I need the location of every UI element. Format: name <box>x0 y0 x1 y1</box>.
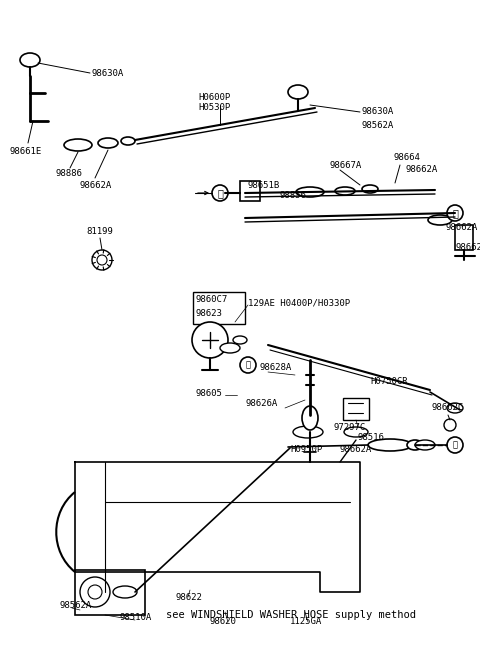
Text: 98623: 98623 <box>195 309 222 317</box>
Text: 81199: 81199 <box>86 227 113 237</box>
Circle shape <box>97 255 107 265</box>
Ellipse shape <box>64 139 92 151</box>
Circle shape <box>80 577 110 607</box>
Bar <box>343 398 369 420</box>
Text: Ⓐ: Ⓐ <box>453 440 457 449</box>
Ellipse shape <box>415 440 435 450</box>
Text: 97297C: 97297C <box>334 422 366 432</box>
Text: 98510A: 98510A <box>120 614 152 622</box>
Bar <box>193 292 245 324</box>
Ellipse shape <box>344 427 368 437</box>
Circle shape <box>240 357 256 373</box>
Ellipse shape <box>20 53 40 67</box>
Ellipse shape <box>296 187 324 197</box>
Ellipse shape <box>293 426 323 438</box>
Ellipse shape <box>447 403 463 413</box>
Text: 98664: 98664 <box>393 154 420 162</box>
Ellipse shape <box>121 137 135 145</box>
Text: Ⓐ: Ⓐ <box>245 361 251 369</box>
Ellipse shape <box>98 138 118 148</box>
Bar <box>240 181 260 201</box>
Ellipse shape <box>233 336 247 344</box>
Text: 98562A: 98562A <box>362 120 394 129</box>
Circle shape <box>88 585 102 599</box>
Circle shape <box>212 185 228 201</box>
Ellipse shape <box>302 406 318 430</box>
Ellipse shape <box>288 85 308 99</box>
Text: 98605: 98605 <box>195 388 222 397</box>
Text: 129AE H0400P/H0330P: 129AE H0400P/H0330P <box>248 298 350 307</box>
Text: 98628A: 98628A <box>260 363 292 371</box>
Circle shape <box>92 250 112 270</box>
Circle shape <box>447 437 463 453</box>
Text: 98630A: 98630A <box>92 68 124 78</box>
Text: 98516: 98516 <box>358 434 385 443</box>
Text: 98667A: 98667A <box>330 160 362 170</box>
Ellipse shape <box>113 586 137 598</box>
Ellipse shape <box>362 185 378 193</box>
Ellipse shape <box>428 215 452 225</box>
Text: 1125GA: 1125GA <box>290 618 322 627</box>
Text: 98886: 98886 <box>56 168 83 177</box>
Circle shape <box>444 419 456 431</box>
Text: 98662A: 98662A <box>80 181 112 189</box>
Ellipse shape <box>368 439 412 451</box>
Text: 98662A: 98662A <box>445 223 477 233</box>
Ellipse shape <box>220 343 240 353</box>
Text: see WINDSHIELD WASHER HOSE supply method: see WINDSHIELD WASHER HOSE supply method <box>166 610 416 620</box>
Text: 98662: 98662 <box>455 244 480 252</box>
Text: 98662C: 98662C <box>432 403 464 411</box>
Text: 98661E: 98661E <box>10 147 42 156</box>
Text: 98626A: 98626A <box>246 399 278 407</box>
Text: H0950P: H0950P <box>290 445 322 455</box>
Text: 98651B: 98651B <box>247 181 279 189</box>
Text: 98662A: 98662A <box>405 166 437 175</box>
Text: 9860C7: 9860C7 <box>195 296 227 304</box>
Circle shape <box>192 322 228 358</box>
Text: 98630A: 98630A <box>362 108 394 116</box>
Ellipse shape <box>407 440 423 450</box>
Text: Ⓑ: Ⓑ <box>217 188 223 198</box>
Text: H0530P: H0530P <box>198 102 230 112</box>
Bar <box>75 570 145 615</box>
Circle shape <box>447 205 463 221</box>
Text: 98662A: 98662A <box>340 445 372 455</box>
Ellipse shape <box>335 187 355 195</box>
Bar <box>455 225 473 250</box>
Text: 98620: 98620 <box>210 618 237 627</box>
Text: H0600P: H0600P <box>198 93 230 101</box>
Text: 98562A: 98562A <box>60 600 92 610</box>
Text: 98856: 98856 <box>280 191 307 200</box>
Text: Ⓑ: Ⓑ <box>452 208 458 218</box>
Text: 98622: 98622 <box>175 593 202 602</box>
Text: H0750CR: H0750CR <box>370 378 408 386</box>
